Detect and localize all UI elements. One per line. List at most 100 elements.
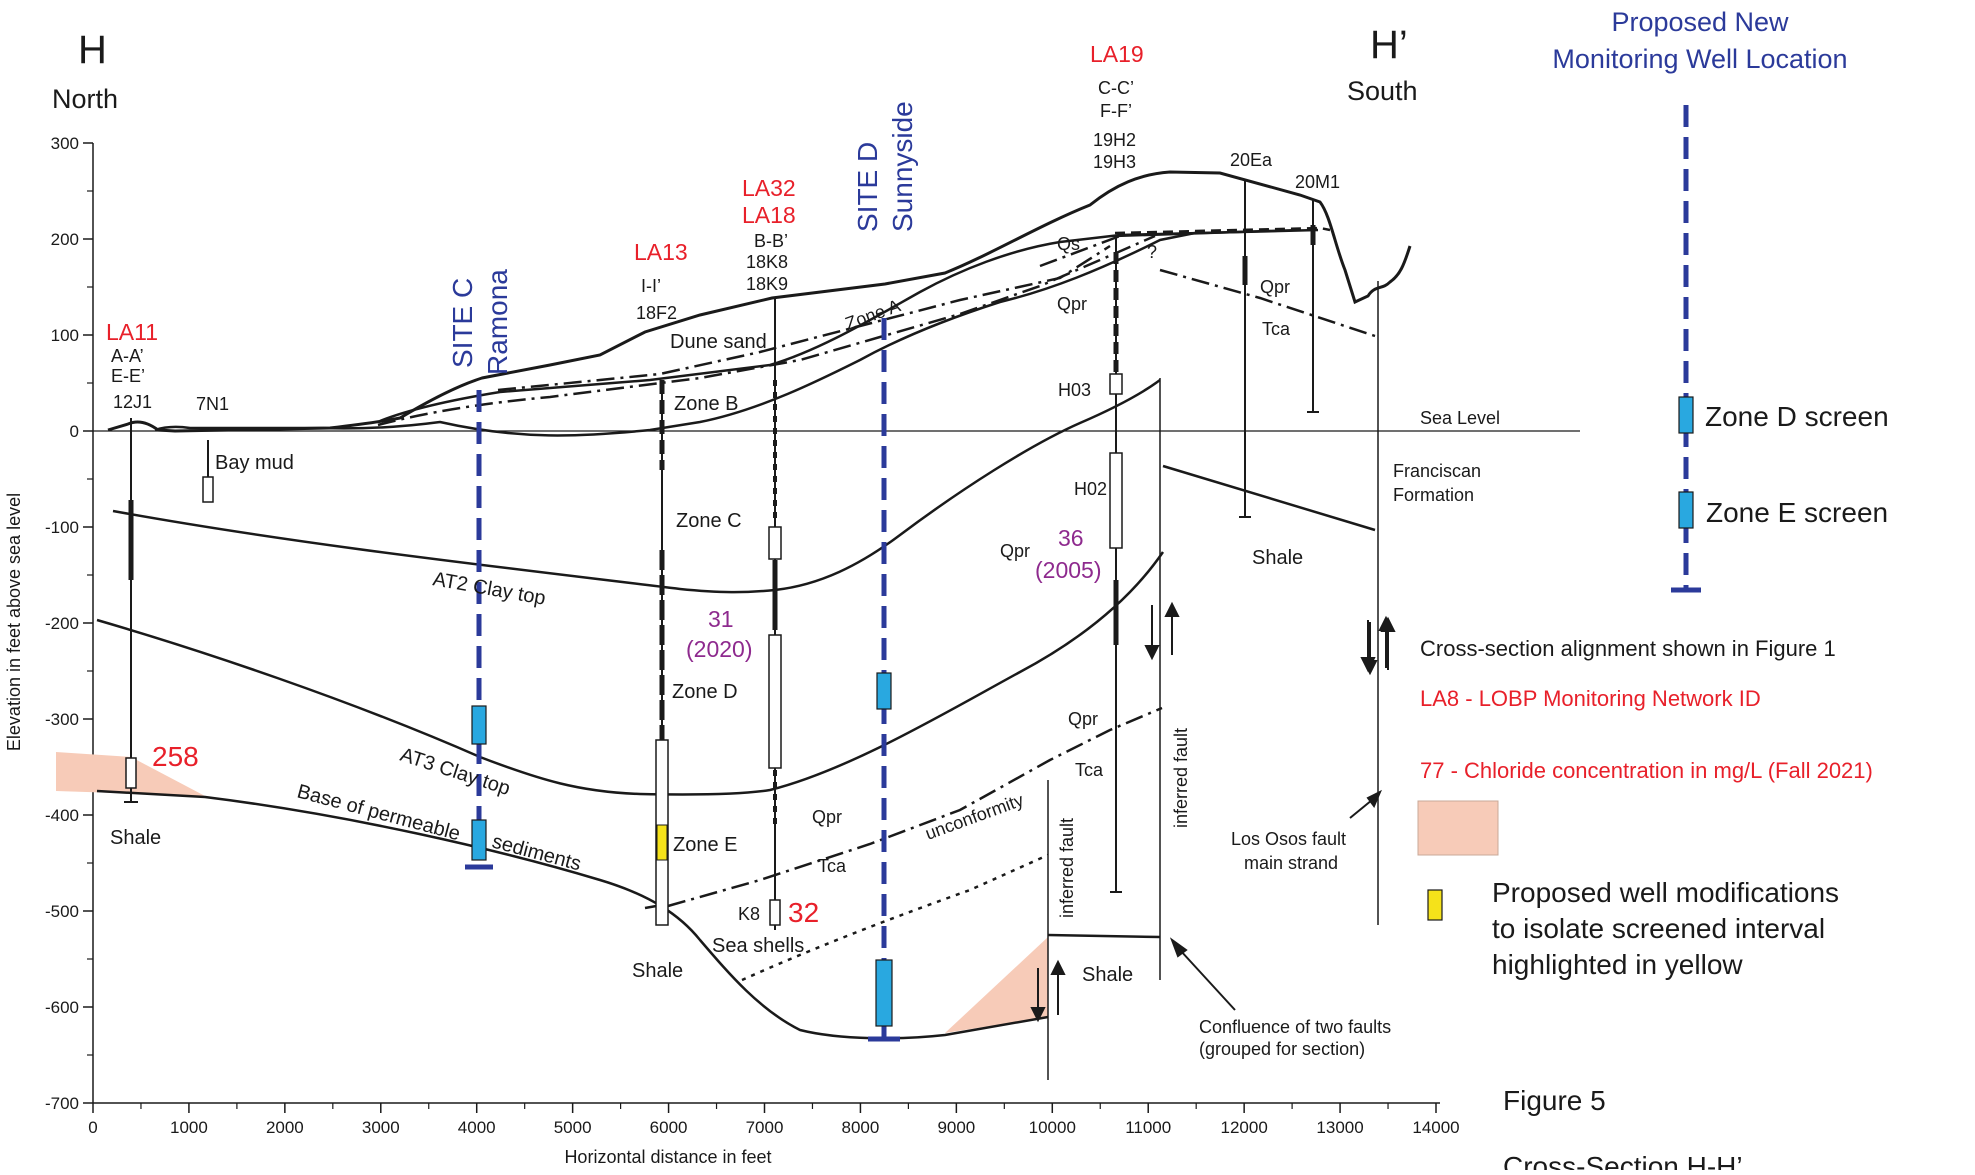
label-ee: E-E’ <box>111 366 145 386</box>
label-los-osos-1: Los Osos fault <box>1231 829 1346 849</box>
label-la13: LA13 <box>634 239 688 265</box>
chloride-31-year: (2020) <box>686 636 752 662</box>
site-d-zone-d-screen <box>876 672 892 710</box>
label-dune-sand: Dune sand <box>670 331 767 353</box>
legend-mod-3: highlighted in yellow <box>1492 949 1743 980</box>
site-labels: SITE C Ramona SITE D Sunnyside <box>447 101 918 375</box>
label-site-d: SITE D <box>852 142 883 232</box>
y-tick-label: 100 <box>51 326 79 345</box>
label-bay-mud: Bay mud <box>215 452 294 474</box>
label-18f2: 18F2 <box>636 303 677 323</box>
proposed-wells <box>465 318 900 1042</box>
label-sunnyside: Sunnyside <box>887 101 918 232</box>
label-zone-e: Zone E <box>673 834 737 856</box>
label-inferred-fault-1: inferred fault <box>1057 818 1077 918</box>
label-inferred-fault-2: inferred fault <box>1171 728 1191 828</box>
legend-yellow-swatch <box>1427 889 1443 921</box>
label-18k9: 18K9 <box>746 274 788 294</box>
x-tick-label: 9000 <box>937 1118 975 1137</box>
y-tick-label: 200 <box>51 230 79 249</box>
x-tick-label: 0 <box>88 1118 97 1137</box>
label-zone-d: Zone D <box>672 681 738 703</box>
legend: Proposed New Monitoring Well Location Zo… <box>1360 7 1889 980</box>
y-tick-label: -100 <box>45 518 79 537</box>
x-tick-label: 8000 <box>842 1118 880 1137</box>
zone-b-boundary <box>154 230 1201 437</box>
y-tick-label: -500 <box>45 902 79 921</box>
label-tca-center: Tca <box>818 856 847 876</box>
chloride-258: 258 <box>152 741 199 772</box>
label-aa: A-A’ <box>111 346 144 366</box>
x-tick-label: 7000 <box>746 1118 784 1137</box>
label-k8: K8 <box>738 904 760 924</box>
label-qpr-top: Qpr <box>1057 294 1087 314</box>
dashed-top-lines <box>1114 226 1331 235</box>
upper-dashdot-line-2 <box>497 244 1111 392</box>
screen-h02 <box>1109 452 1123 549</box>
label-formation: Formation <box>1393 485 1474 505</box>
y-tick-label: -600 <box>45 998 79 1017</box>
label-shale-right: Shale <box>1252 547 1303 569</box>
label-sea-shells: Sea shells <box>712 935 804 957</box>
title-left-direction: North <box>52 84 118 114</box>
label-ramona: Ramona <box>482 269 513 375</box>
title-right-direction: South <box>1347 76 1418 106</box>
x-axis-ticks: 0 1000 2000 3000 4000 5000 6000 7000 8000 9000 100… <box>88 1103 1460 1137</box>
label-tca-low: Tca <box>1075 760 1104 780</box>
site-c-zone-e-screen <box>471 819 487 861</box>
yellow-screen-18f2 <box>656 824 668 861</box>
zone-a-lower <box>1113 228 1301 238</box>
legend-salmon-swatch <box>1417 800 1499 856</box>
label-confluence-2: (grouped for section) <box>1199 1039 1365 1059</box>
x-tick-label: 11000 <box>1125 1118 1171 1137</box>
label-question: ? <box>1147 242 1157 262</box>
label-tca-right: Tca <box>1262 319 1291 339</box>
y-tick-label: -400 <box>45 806 79 825</box>
label-zone-a: Zone A <box>843 295 903 333</box>
x-tick-label: 2000 <box>266 1118 304 1137</box>
label-shale-center: Shale <box>632 960 683 982</box>
screen-k8 <box>769 899 781 926</box>
title-right-letter: H’ <box>1370 23 1408 67</box>
at2-right-segment <box>1162 464 1376 532</box>
label-7n1: 7N1 <box>196 394 229 414</box>
right-dashdot-line <box>1159 268 1376 338</box>
label-h03: H03 <box>1058 380 1091 400</box>
chloride-31: 31 <box>708 606 734 632</box>
label-confluence-1: Confluence of two faults <box>1199 1017 1391 1037</box>
base-arrow <box>1165 890 1172 900</box>
x-tick-label: 1000 <box>170 1118 208 1137</box>
label-at3: AT3 Clay top <box>397 744 512 800</box>
legend-zone-e: Zone E screen <box>1706 497 1888 528</box>
at3-clay-top <box>96 551 1165 796</box>
upper-dashdot-line <box>377 234 1156 427</box>
label-ii: I-I’ <box>641 276 661 296</box>
lower-right-step <box>1047 933 1161 939</box>
x-axis-label: Horizontal distance in feet <box>564 1147 771 1167</box>
x-tick-label: 4000 <box>458 1118 496 1137</box>
chloride-36-year: (2005) <box>1035 557 1101 583</box>
at2-clay-top <box>112 378 1161 594</box>
y-tick-label: 0 <box>70 422 79 441</box>
los-osos-arrow <box>1349 799 1373 819</box>
unconformity-line <box>667 706 1163 908</box>
screen-12j1 <box>125 757 137 789</box>
ground-surface <box>107 170 1412 433</box>
label-shale-lower: Shale <box>1082 964 1133 986</box>
confluence-arrow <box>1179 949 1236 1011</box>
y-axis-label: Elevation in feet above sea level <box>4 493 24 751</box>
label-12j1: 12J1 <box>113 392 152 412</box>
label-sea-level: Sea Level <box>1420 408 1500 428</box>
well-labels: LA11 A-A’ E-E’ 12J1 7N1 LA13 I-I’ 18F2 L… <box>106 41 1340 924</box>
label-ff: F-F’ <box>1100 101 1132 121</box>
qs-dashdot <box>1039 234 1121 268</box>
figure-number: Figure 5 <box>1503 1085 1606 1116</box>
label-18k8: 18K8 <box>746 252 788 272</box>
label-at2: AT2 Clay top <box>431 568 547 609</box>
y-tick-label: -300 <box>45 710 79 729</box>
x-tick-label: 5000 <box>554 1118 592 1137</box>
label-shale-left: Shale <box>110 827 161 849</box>
wells <box>124 181 1319 930</box>
